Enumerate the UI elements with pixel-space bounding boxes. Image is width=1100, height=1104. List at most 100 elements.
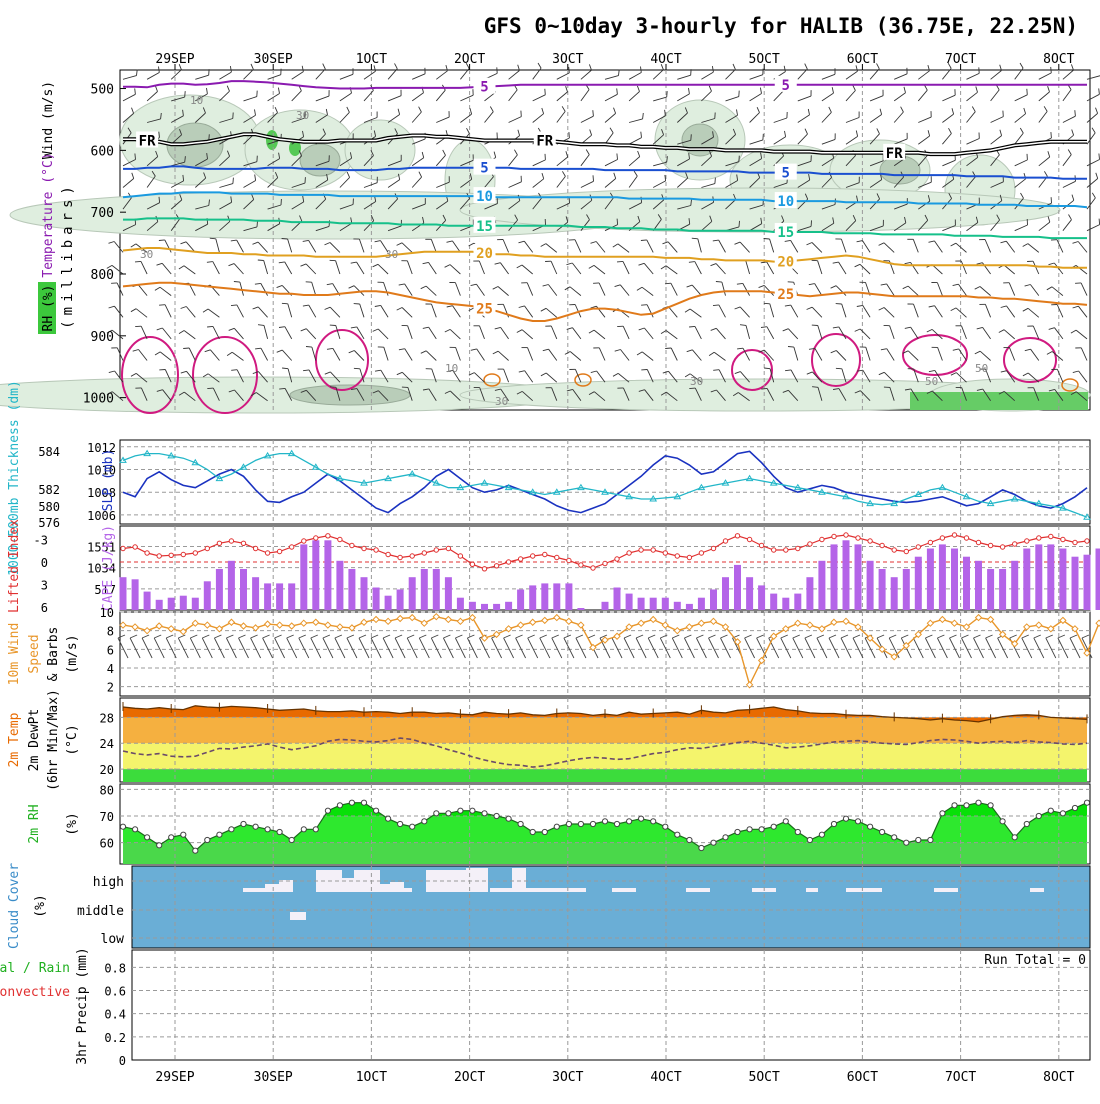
wind-barb-flag xyxy=(109,242,115,244)
wind-barb-flag xyxy=(788,347,794,348)
wind-barb-flag xyxy=(617,219,618,225)
cape-bar xyxy=(1084,555,1091,610)
rh-marker xyxy=(1012,835,1017,840)
wind-barb-flag xyxy=(207,326,213,327)
rh-marker xyxy=(795,829,800,834)
wind-barb-flag xyxy=(692,238,698,239)
wind-barb-flag xyxy=(330,387,336,388)
cape-bar xyxy=(457,598,464,610)
wind-barb-flag xyxy=(1027,89,1028,95)
pressure-tick-label: 800 xyxy=(91,268,114,283)
cape-bar xyxy=(1011,561,1018,610)
cape-bar xyxy=(626,594,633,610)
cloud-cover-block xyxy=(490,888,512,892)
cape-bar xyxy=(891,577,898,610)
li-marker xyxy=(470,562,474,566)
rh-marker xyxy=(783,819,788,824)
li-marker xyxy=(121,546,125,550)
cape-bar xyxy=(855,544,862,610)
wind-barb-flag xyxy=(234,282,240,283)
thickness-tick-label: 576 xyxy=(38,516,60,530)
wind-barb-flag xyxy=(812,387,818,388)
cape-bar xyxy=(144,592,151,610)
li-marker xyxy=(217,541,221,545)
rh-marker xyxy=(880,829,885,834)
rh-marker xyxy=(843,816,848,821)
rh-marker xyxy=(494,813,499,818)
cape-bar xyxy=(433,569,440,610)
wind-tick-label: 2 xyxy=(107,681,114,695)
isotherm-label: FR xyxy=(886,146,903,162)
rh-marker xyxy=(831,821,836,826)
li-marker xyxy=(796,546,800,550)
li-marker xyxy=(579,563,583,567)
li-marker xyxy=(494,564,498,568)
rh-marker xyxy=(1036,813,1041,818)
rh-marker xyxy=(169,835,174,840)
li-tick-label: 0 xyxy=(41,556,48,570)
wind-barb-flag xyxy=(1099,88,1100,94)
thickness-tick-label: 582 xyxy=(38,483,60,497)
li-marker xyxy=(446,546,450,550)
legend-rh-units: (%) xyxy=(65,812,80,835)
li-marker xyxy=(880,543,884,547)
rh-contour-label: 10 xyxy=(190,94,203,107)
precip-tick-label: 0 xyxy=(119,1054,126,1068)
rh-marker xyxy=(265,827,270,832)
wind-barb-flag xyxy=(764,239,770,240)
li-marker xyxy=(555,555,559,559)
cloud-cover-block xyxy=(1030,888,1044,892)
li-marker xyxy=(145,551,149,555)
rh-region-dense xyxy=(682,124,718,156)
isotherm-label: 10 xyxy=(777,194,794,210)
wind-barb-flag xyxy=(210,238,216,239)
rh-marker xyxy=(530,829,535,834)
li-marker xyxy=(988,543,992,547)
precip-tick-label: 0.6 xyxy=(104,985,126,999)
wind-barb-flag xyxy=(689,326,695,327)
rh-marker xyxy=(759,827,764,832)
cape-bar xyxy=(252,577,259,610)
rh-marker xyxy=(277,829,282,834)
li-marker xyxy=(1061,537,1065,541)
isotherm-label: 10 xyxy=(476,189,493,205)
li-marker xyxy=(458,554,462,558)
cape-bar xyxy=(565,583,572,610)
li-marker xyxy=(374,548,378,552)
legend-2m-temp: 2m Temp xyxy=(7,712,22,767)
date-label-bottom: 5OCT xyxy=(749,1070,780,1085)
li-marker xyxy=(651,548,655,552)
cape-bar xyxy=(662,598,669,610)
li-marker xyxy=(856,536,860,540)
li-marker xyxy=(916,545,920,549)
li-marker xyxy=(338,537,342,541)
rh-marker xyxy=(916,837,921,842)
cape-bar xyxy=(638,598,645,610)
li-marker xyxy=(1037,536,1041,540)
cape-bar xyxy=(204,581,211,610)
li-marker xyxy=(759,543,763,547)
li-marker xyxy=(699,551,703,555)
cape-bar xyxy=(1072,557,1079,610)
wind-barb-flag xyxy=(569,67,570,73)
cape-bar xyxy=(264,583,271,610)
wind-barb-flag xyxy=(1092,193,1095,198)
legend-2m-dewpt: 2m DewPt xyxy=(27,709,42,772)
isotherm-label: 25 xyxy=(476,302,493,318)
rh-marker xyxy=(193,848,198,853)
wind-tick-label: 6 xyxy=(107,643,114,657)
rh-contour-label: 50 xyxy=(925,375,938,388)
cape-bar xyxy=(553,583,560,610)
rh-marker xyxy=(301,827,306,832)
rh-marker xyxy=(578,821,583,826)
temp-tick-label: 24 xyxy=(100,737,114,751)
li-tick-label: 6 xyxy=(41,601,48,615)
li-marker xyxy=(434,548,438,552)
run-total: Run Total = 0 xyxy=(984,953,1086,968)
precip-tick-label: 0.8 xyxy=(104,961,126,975)
cloud-cover-block xyxy=(846,888,882,892)
wind-barb-flag xyxy=(836,368,842,369)
